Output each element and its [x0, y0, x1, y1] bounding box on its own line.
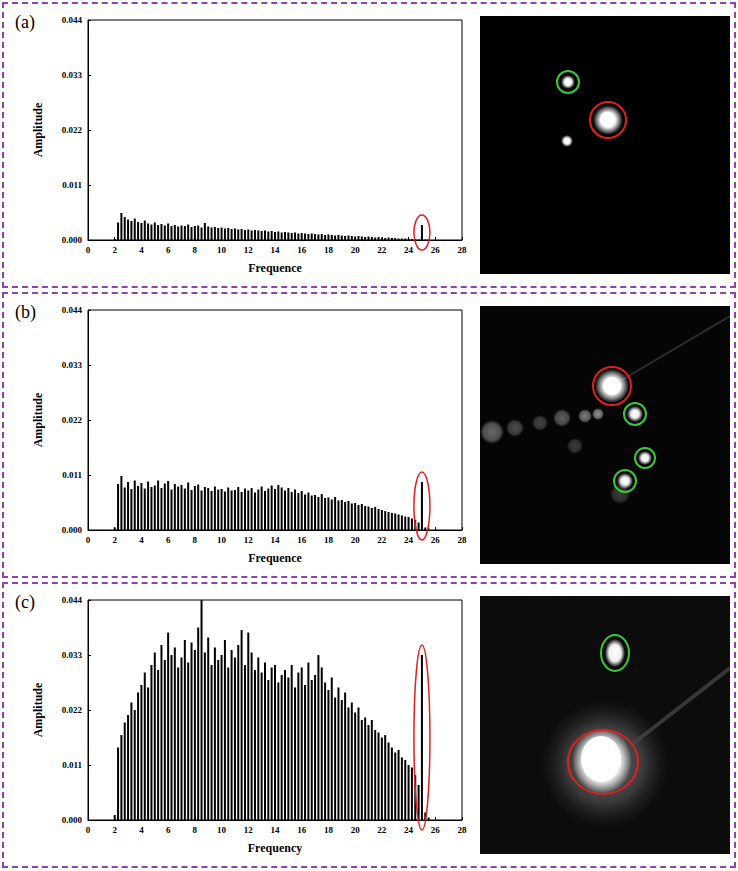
svg-text:20: 20 — [351, 245, 361, 255]
svg-text:16: 16 — [297, 245, 307, 255]
svg-text:24: 24 — [404, 245, 414, 255]
svg-text:26: 26 — [431, 245, 441, 255]
svg-text:10: 10 — [217, 245, 227, 255]
svg-text:12: 12 — [244, 245, 254, 255]
svg-text:Frequency: Frequency — [248, 841, 302, 855]
svg-text:0.044: 0.044 — [62, 15, 83, 25]
svg-text:(b): (b) — [15, 302, 36, 323]
svg-text:Frequence: Frequence — [248, 551, 302, 565]
svg-text:22: 22 — [377, 245, 387, 255]
svg-text:0.033: 0.033 — [62, 360, 83, 370]
svg-text:0.022: 0.022 — [62, 415, 83, 425]
svg-text:6: 6 — [166, 825, 171, 835]
svg-text:0.022: 0.022 — [62, 125, 83, 135]
svg-text:26: 26 — [431, 825, 441, 835]
svg-text:8: 8 — [193, 825, 198, 835]
svg-text:(c): (c) — [15, 592, 35, 613]
svg-text:0.033: 0.033 — [62, 70, 83, 80]
svg-text:28: 28 — [458, 825, 468, 835]
svg-text:2: 2 — [112, 535, 117, 545]
svg-text:16: 16 — [297, 535, 307, 545]
svg-text:Amplitude: Amplitude — [31, 102, 45, 157]
svg-text:24: 24 — [404, 535, 414, 545]
svg-text:0: 0 — [86, 245, 91, 255]
svg-text:0.011: 0.011 — [62, 470, 82, 480]
svg-text:Amplitude: Amplitude — [31, 682, 45, 737]
svg-text:12: 12 — [244, 535, 254, 545]
svg-text:14: 14 — [271, 245, 281, 255]
svg-text:0.000: 0.000 — [62, 235, 83, 245]
svg-text:0: 0 — [86, 825, 91, 835]
svg-text:12: 12 — [244, 825, 254, 835]
svg-text:0.044: 0.044 — [62, 595, 83, 605]
svg-text:14: 14 — [271, 535, 281, 545]
svg-text:10: 10 — [217, 535, 227, 545]
svg-text:0.044: 0.044 — [62, 305, 83, 315]
svg-text:0: 0 — [86, 535, 91, 545]
svg-text:0.011: 0.011 — [62, 180, 82, 190]
svg-text:22: 22 — [377, 535, 387, 545]
svg-text:0.011: 0.011 — [62, 760, 82, 770]
svg-text:Amplitude: Amplitude — [31, 392, 45, 447]
svg-text:10: 10 — [217, 825, 227, 835]
svg-text:16: 16 — [297, 825, 307, 835]
svg-text:4: 4 — [139, 535, 144, 545]
svg-text:4: 4 — [139, 825, 144, 835]
svg-text:4: 4 — [139, 245, 144, 255]
svg-text:18: 18 — [324, 245, 334, 255]
svg-text:6: 6 — [166, 245, 171, 255]
svg-text:18: 18 — [324, 535, 334, 545]
svg-text:2: 2 — [112, 825, 117, 835]
svg-text:Frequence: Frequence — [248, 261, 302, 275]
svg-text:20: 20 — [351, 535, 361, 545]
svg-text:(a): (a) — [15, 12, 35, 33]
svg-text:0.033: 0.033 — [62, 650, 83, 660]
svg-text:6: 6 — [166, 535, 171, 545]
svg-text:8: 8 — [193, 245, 198, 255]
svg-text:22: 22 — [377, 825, 387, 835]
svg-text:28: 28 — [458, 535, 468, 545]
svg-text:18: 18 — [324, 825, 334, 835]
svg-text:0.000: 0.000 — [62, 815, 83, 825]
svg-text:20: 20 — [351, 825, 361, 835]
svg-text:0.022: 0.022 — [62, 705, 83, 715]
svg-text:14: 14 — [271, 825, 281, 835]
svg-text:26: 26 — [431, 535, 441, 545]
svg-text:28: 28 — [458, 245, 468, 255]
svg-text:24: 24 — [404, 825, 414, 835]
svg-text:8: 8 — [193, 535, 198, 545]
svg-text:0.000: 0.000 — [62, 525, 83, 535]
svg-text:2: 2 — [112, 245, 117, 255]
